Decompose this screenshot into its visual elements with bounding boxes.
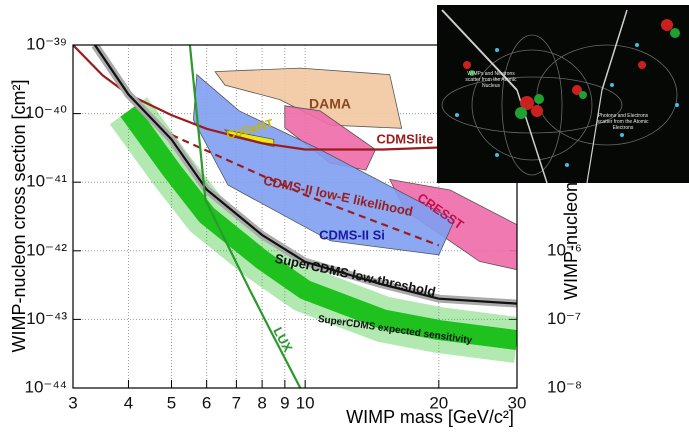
region xyxy=(192,73,456,256)
x-tick-label: 8 xyxy=(257,393,266,412)
x-tick-label: 4 xyxy=(124,393,133,412)
x-tick-label: 6 xyxy=(202,393,211,412)
y-tick-label: 10⁻⁴¹ xyxy=(26,172,67,191)
inset-text: Photons and Electrons scatter from the A… xyxy=(597,113,649,131)
y-axis-label: WIMP-nucleon cross section [cm²] xyxy=(9,79,29,352)
inset-text: WIMPs and Neutrons scatter from the Atom… xyxy=(465,71,517,89)
y-tick-label: 10⁻³⁹ xyxy=(26,34,67,53)
series-layer xyxy=(73,45,517,388)
inset-drawing xyxy=(441,9,680,183)
x-tick-label: 10 xyxy=(296,393,315,412)
x-tick-label: 7 xyxy=(232,393,241,412)
line xyxy=(93,45,517,305)
y-tick-label: 10⁻⁴⁴ xyxy=(25,377,68,396)
x-axis-label: WIMP mass [GeV/c²] xyxy=(346,407,514,427)
y-tick-label: 10⁻⁴⁰ xyxy=(25,103,67,122)
series-label: CDMSlite xyxy=(376,131,433,146)
y2-tick-label: 10⁻⁷ xyxy=(547,309,581,328)
band xyxy=(120,104,517,351)
y2-tick-label: 10⁻⁶ xyxy=(547,240,582,259)
plot-frame xyxy=(72,44,518,389)
series-label: CDMS-II Si xyxy=(319,227,385,242)
x-tick-label: 20 xyxy=(429,393,448,412)
x-tick-label: 3 xyxy=(68,393,77,412)
y-tick-label: 10⁻⁴³ xyxy=(26,309,67,328)
y-tick-label: 10⁻⁴² xyxy=(26,240,67,259)
line xyxy=(171,133,440,247)
y2-tick-label: 10⁻⁸ xyxy=(547,377,582,396)
series-label: DAMA xyxy=(309,96,351,112)
inset-image: WIMPs and Neutrons scatter from the Atom… xyxy=(437,5,689,183)
line xyxy=(188,45,302,388)
region xyxy=(214,67,403,129)
y2-axis-label: WIMP-nucleon c xyxy=(561,168,581,300)
x-tick-label: 30 xyxy=(508,393,527,412)
line xyxy=(73,45,517,151)
x-tick-label: 9 xyxy=(280,393,289,412)
x-tick-label: 5 xyxy=(167,393,176,412)
